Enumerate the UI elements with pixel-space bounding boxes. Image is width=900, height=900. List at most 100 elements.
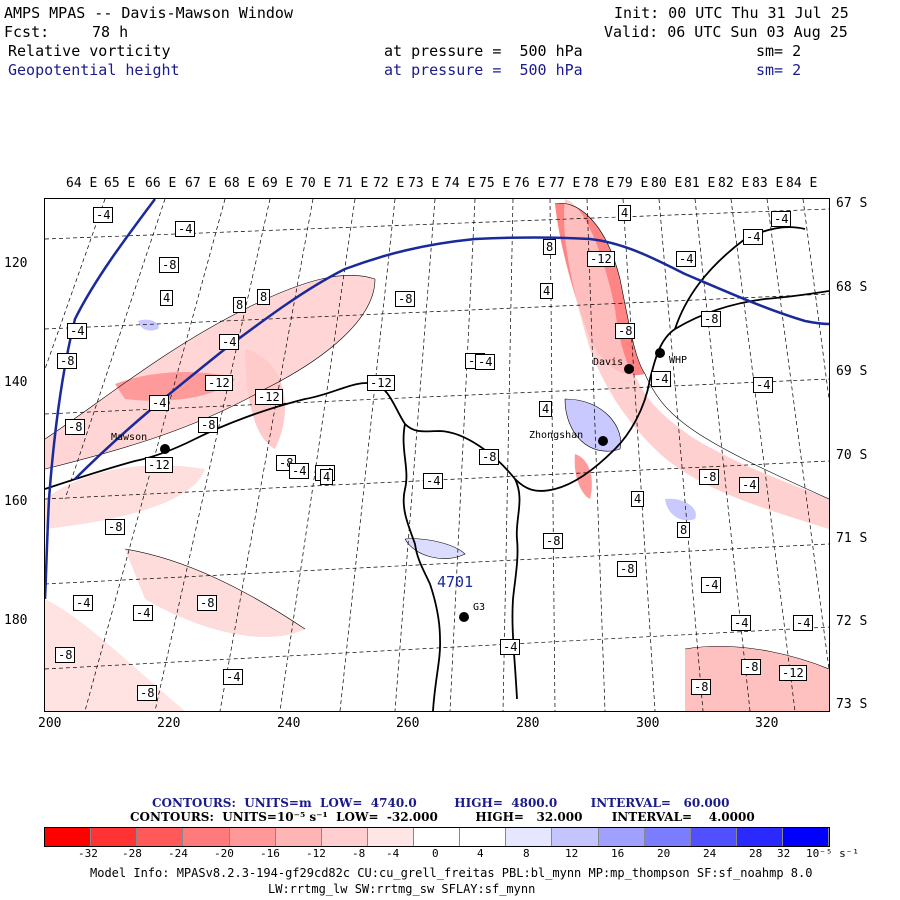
contour-label: -8: [395, 291, 416, 307]
station-label-davis: Davis: [593, 357, 624, 368]
colorbar-swatch: [414, 828, 461, 846]
colorbar-swatch: [644, 828, 691, 846]
colorbar-swatch: [736, 828, 783, 846]
colorbar-tick: 24: [703, 847, 717, 860]
contour-label: -8: [617, 561, 638, 577]
contour-label: -8: [57, 353, 78, 369]
lon-label: 74 E: [444, 176, 476, 191]
colorbar-swatch: [598, 828, 645, 846]
colorbar-tick: 12: [565, 847, 579, 860]
lon-label: 77 E: [549, 176, 581, 191]
colorbar-units: 10⁻⁵ s⁻¹: [806, 847, 859, 860]
contour-label: -4: [223, 669, 244, 685]
contour-label: -4: [423, 473, 444, 489]
valid-time: Valid: 06 UTC Sun 03 Aug 25: [604, 23, 848, 41]
lon-label: 71 E: [337, 176, 369, 191]
lon-label: 68 E: [224, 176, 256, 191]
colorbar-swatch: [137, 828, 184, 846]
lon-label: 76 E: [514, 176, 546, 191]
vorticity-contour-info: CONTOURS: UNITS=10⁻⁵ s⁻¹ LOW= -32.000 HI…: [130, 810, 755, 824]
x-tick-label: 200: [38, 716, 62, 731]
contour-label: -8: [198, 417, 219, 433]
contour-label: -4: [289, 463, 310, 479]
colorbar: [44, 827, 830, 847]
station-markers: [160, 348, 665, 622]
contour-label: -4: [475, 354, 496, 370]
colorbar-swatch: [275, 828, 322, 846]
contour-label: -8: [741, 659, 762, 675]
plot-title: AMPS MPAS -- Davis-Mawson Window: [4, 4, 293, 22]
contour-label: -4: [149, 395, 170, 411]
contour-label: -8: [65, 419, 86, 435]
contour-label: -4: [500, 639, 521, 655]
contour-label: -8: [691, 679, 712, 695]
contour-label: -4: [771, 211, 792, 227]
colorbar-tick: 28: [749, 847, 763, 860]
contour-label: 4: [160, 290, 174, 306]
y-tick-label: 140: [4, 375, 28, 390]
contour-label: -8: [543, 533, 564, 549]
colorbar-swatch: [91, 828, 138, 846]
colorbar-swatch: [460, 828, 507, 846]
height-contour-info: CONTOURS: UNITS=m LOW= 4740.0 HIGH= 4800…: [152, 796, 730, 810]
vorticity-shading: [45, 199, 829, 711]
field2-name: Geopotential height: [8, 61, 180, 79]
contour-label: -8: [615, 323, 636, 339]
x-tick-label: 300: [636, 716, 660, 731]
y-tick-label: 160: [4, 494, 28, 509]
x-tick-label: 280: [516, 716, 540, 731]
colorbar-swatch: [321, 828, 368, 846]
lon-label: 66 E: [145, 176, 177, 191]
contour-label: 4: [631, 491, 645, 507]
contour-label: 4: [320, 469, 334, 485]
height-contour-label: 4701: [437, 573, 474, 591]
lat-label: 67 S: [836, 196, 868, 211]
field2-level: at pressure = 500 hPa: [384, 61, 583, 79]
contour-label: -8: [105, 519, 126, 535]
lon-label: 78 E: [583, 176, 615, 191]
forecast-hour: 78 h: [92, 23, 129, 41]
lon-label: 72 E: [373, 176, 405, 191]
contour-label: -8: [159, 257, 180, 273]
lat-label: 68 S: [836, 280, 868, 295]
contour-label: 4: [540, 283, 554, 299]
colorbar-swatch: [552, 828, 599, 846]
colorbar-tick: -8: [352, 847, 366, 860]
lat-label: 73 S: [836, 697, 868, 712]
colorbar-tick: -28: [122, 847, 142, 860]
contour-label: 4: [539, 401, 553, 417]
lon-label: 73 E: [408, 176, 440, 191]
colorbar-tick: 16: [611, 847, 625, 860]
lon-label: 70 E: [300, 176, 332, 191]
contour-label: -4: [739, 477, 760, 493]
lon-label: 64 E: [66, 176, 98, 191]
x-tick-label: 220: [157, 716, 181, 731]
contour-label: -8: [137, 685, 158, 701]
init-time: Init: 00 UTC Thu 31 Jul 25: [614, 4, 849, 22]
contour-label: -4: [793, 615, 814, 631]
colorbar-swatch: [367, 828, 414, 846]
lon-label: 79 E: [617, 176, 649, 191]
contour-label: -4: [93, 207, 114, 223]
lon-label: 69 E: [262, 176, 294, 191]
contour-label: 8: [233, 297, 247, 313]
lon-label: 80 E: [651, 176, 683, 191]
colorbar-tick: -16: [260, 847, 280, 860]
lat-label: 70 S: [836, 448, 868, 463]
contour-label: -8: [197, 595, 218, 611]
lon-label: 65 E: [104, 176, 136, 191]
station-label-mawson: Mawson: [111, 432, 148, 443]
contour-label: -12: [587, 251, 615, 267]
contour-label: -8: [699, 469, 720, 485]
contour-label: 8: [543, 239, 557, 255]
contour-label: -12: [205, 375, 233, 391]
forecast-label: Fcst:: [4, 23, 50, 41]
colorbar-tick: 20: [657, 847, 671, 860]
colorbar-swatch: [783, 828, 830, 846]
lon-label: 82 E: [718, 176, 750, 191]
field1-level: at pressure = 500 hPa: [384, 42, 583, 60]
contour-label: -4: [67, 323, 88, 339]
station-label-whp: WHP: [669, 355, 688, 366]
colorbar-tick: 32: [777, 847, 791, 860]
field1-name: Relative vorticity: [8, 42, 171, 60]
